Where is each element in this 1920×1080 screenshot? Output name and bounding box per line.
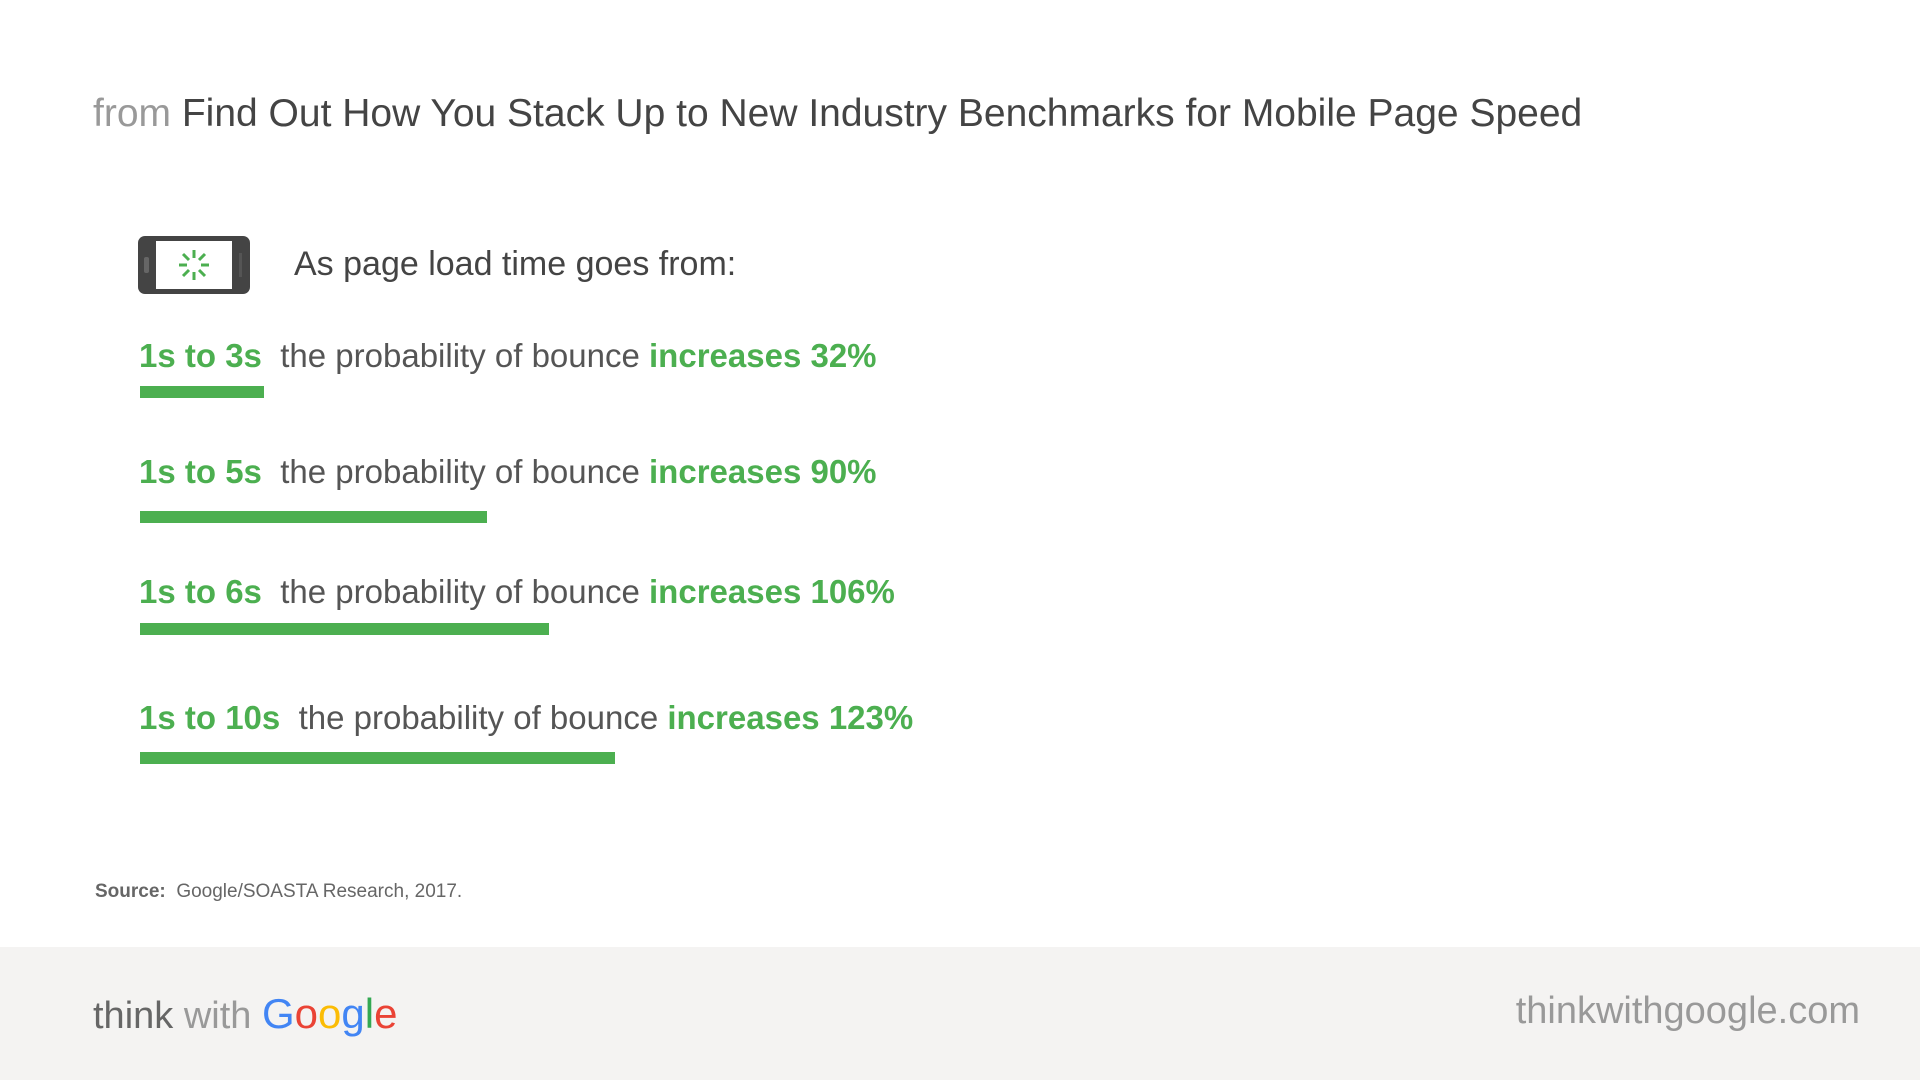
source-text: Google/SOASTA Research, 2017. (176, 881, 463, 902)
footer (0, 947, 1920, 1080)
result-label: increases 123% (667, 699, 914, 736)
row-text: the probability of bounce (280, 573, 650, 610)
phone-loading-icon (138, 236, 250, 294)
source-note: Source: Google/SOASTA Research, 2017. (95, 881, 462, 903)
bar (140, 511, 488, 523)
intro-text: As page load time goes from: (294, 245, 737, 283)
site-url: thinkwithgoogle.com (1515, 990, 1860, 1032)
bar-label: 1s to 10s the probability of bounce incr… (139, 699, 913, 737)
range-label: 1s to 10s (139, 699, 281, 736)
range-label: 1s to 6s (139, 573, 262, 610)
result-label: increases 106% (649, 573, 895, 610)
row-text: the probability of bounce (298, 699, 668, 736)
think-with-google-logo: think with Google (93, 990, 398, 1037)
bar-label: 1s to 6s the probability of bounce incre… (139, 573, 895, 611)
bar (140, 752, 615, 764)
range-label: 1s to 3s (139, 337, 262, 374)
bar (140, 386, 264, 398)
page-title: from Find Out How You Stack Up to New In… (93, 92, 1582, 136)
result-label: increases 32% (649, 337, 877, 374)
title-text: Find Out How You Stack Up to New Industr… (181, 92, 1583, 135)
bar-label: 1s to 5s the probability of bounce incre… (139, 453, 877, 491)
source-label: Source: (95, 881, 166, 902)
row-text: the probability of bounce (280, 453, 650, 490)
bar (140, 623, 550, 635)
range-label: 1s to 5s (139, 453, 262, 490)
title-prefix: from (93, 92, 171, 135)
result-label: increases 90% (649, 453, 877, 490)
bar-label: 1s to 3s the probability of bounce incre… (139, 337, 877, 375)
row-text: the probability of bounce (280, 337, 650, 374)
